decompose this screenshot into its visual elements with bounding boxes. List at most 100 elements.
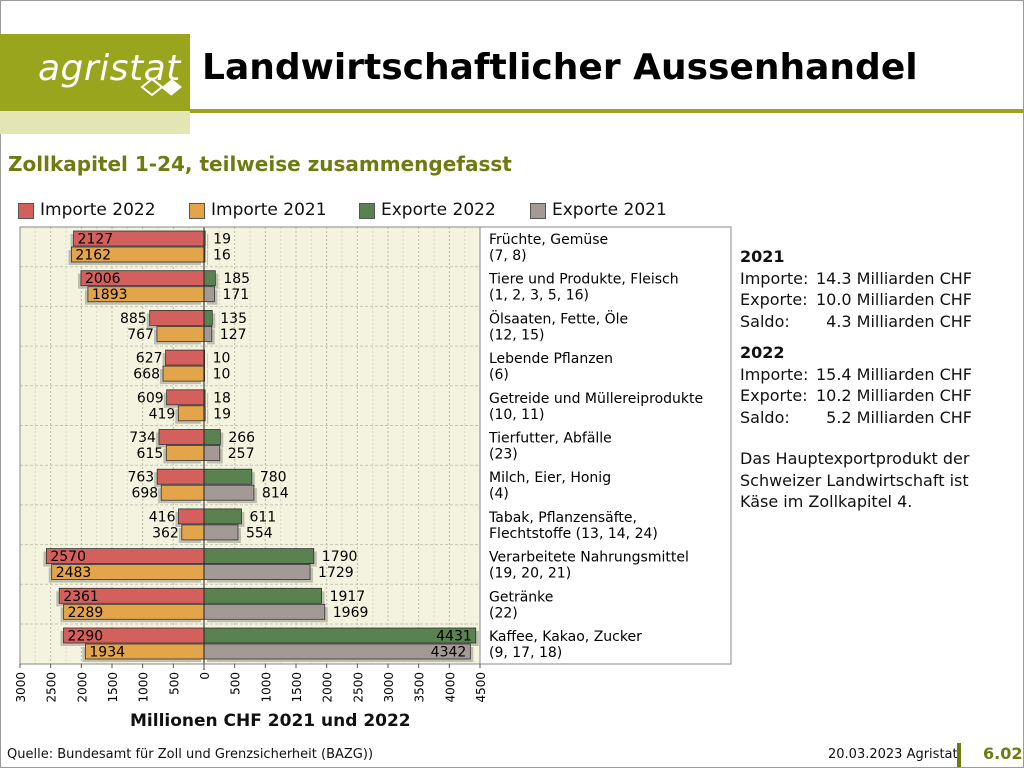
summary-value: 15.4 Milliarden CHF: [815, 364, 972, 384]
summary-row: Exporte: 10.0 Milliarden CHF: [740, 289, 972, 311]
bar-importe-2021: [165, 445, 205, 461]
summary-row: Importe: 15.4 Milliarden CHF: [740, 364, 972, 386]
legend-label: Importe 2021: [211, 200, 327, 220]
category-label: Tabak, Pflanzensäfte,: [488, 510, 637, 526]
bar-exporte-2022: [203, 587, 322, 604]
category-panel-border: [479, 226, 732, 665]
category-label: (1, 2, 3, 5, 16): [489, 288, 589, 304]
category-label: Früchte, Gemüse: [489, 232, 608, 248]
bar-exporte-2021: [203, 564, 311, 581]
data-label-import: 2006: [85, 271, 121, 287]
page-number-bar: [957, 743, 961, 767]
page-number: 6.02: [983, 744, 1023, 763]
bar-shadow: [207, 353, 208, 369]
bar-importe-2021: [160, 484, 205, 501]
category-label: Milch, Eier, Honig: [489, 470, 611, 486]
x-axis-label: Millionen CHF 2021 und 2022: [130, 711, 411, 731]
data-label-export: 19: [213, 406, 231, 422]
x-tick-label: 500: [229, 672, 243, 695]
date-text: 20.03.2023 Agristat: [828, 747, 958, 762]
note-text: Das Hauptexportprodukt der Schweizer Lan…: [740, 449, 970, 511]
bar-shadow: [207, 392, 209, 408]
bar-importe-2021: [177, 405, 205, 422]
legend-swatch: [530, 203, 546, 219]
data-label-import: 1934: [89, 645, 125, 661]
bar-importe-2022: [166, 389, 205, 406]
chart-subtitle: Zollkapitel 1-24, teilweise zusammengefa…: [8, 152, 512, 176]
summary-value: 4.3 Milliarden CHF: [826, 311, 972, 331]
summary-panel: 2021 Importe: 14.3 Milliarden CHF Exporte…: [740, 246, 972, 428]
data-label-import: 2290: [68, 629, 104, 645]
x-tick-label: 500: [167, 672, 181, 695]
data-label-export: 780: [260, 470, 287, 486]
agristat-logo-icon: [140, 77, 182, 97]
bar-exporte-2021: [203, 524, 239, 541]
bar-importe-2022: [178, 508, 205, 525]
legend-label: Exporte 2022: [381, 200, 496, 220]
legend-label: Exporte 2021: [552, 200, 667, 220]
bar-exporte-2022: [203, 548, 315, 565]
category-label: (19, 20, 21): [489, 566, 571, 582]
category-label: Lebende Pflanzen: [489, 351, 613, 367]
bar-exporte-2021: [203, 286, 215, 303]
bar-shadow: [207, 234, 209, 249]
summary-value: 10.0 Milliarden CHF: [815, 290, 972, 309]
legend-swatch: [189, 203, 205, 219]
data-label-import: 2127: [78, 232, 114, 248]
page-title: Landwirtschaftlicher Aussenhandel: [202, 47, 918, 88]
data-label-import: 2361: [63, 589, 99, 605]
data-label-export: 1969: [333, 605, 369, 621]
bar-shadow: [207, 408, 209, 424]
data-label-import: 767: [127, 327, 154, 343]
category-label: (23): [489, 447, 518, 463]
bar-importe-2022: [165, 349, 205, 366]
data-label-export: 185: [223, 271, 250, 287]
bar-importe-2021: [181, 524, 205, 541]
data-label-import: 2289: [68, 605, 104, 621]
summary-label: Saldo:: [740, 311, 790, 331]
category-label: Getränke: [489, 589, 553, 605]
header-divider: [190, 109, 1024, 113]
category-label: (9, 17, 18): [489, 645, 562, 661]
category-label: Tiere und Produkte, Fleisch: [488, 272, 679, 288]
data-label-import: 615: [137, 446, 164, 462]
data-label-export: 171: [222, 287, 249, 303]
summary-label: Importe:: [740, 364, 809, 384]
legend-label: Importe 2022: [40, 200, 156, 220]
category-label: (6): [489, 367, 509, 383]
bar-exporte-2022: [203, 508, 242, 525]
data-label-import: 2483: [56, 565, 92, 581]
data-label-import: 698: [131, 486, 158, 502]
category-label: (10, 11): [489, 407, 544, 423]
bar-shadow: [207, 369, 208, 385]
data-label-export: 10: [213, 351, 231, 367]
data-label-import: 419: [149, 406, 176, 422]
category-label: Ölsaaten, Fette, Öle: [489, 309, 628, 327]
summary-label: Exporte:: [740, 386, 808, 405]
data-label-export: 814: [262, 486, 289, 502]
x-tick-label: 1500: [106, 672, 120, 703]
summary-year-2021: 2021: [740, 247, 785, 266]
bar-importe-2021: [162, 365, 205, 382]
data-label-import: 734: [129, 430, 156, 446]
data-label-import: 668: [133, 367, 160, 383]
bar-exporte-2022: [203, 468, 253, 485]
data-label-export: 10: [213, 367, 231, 383]
source-text: Quelle: Bundesamt für Zoll und Grenzsich…: [7, 747, 374, 762]
data-label-export: 19: [213, 232, 231, 248]
category-label: Getreide und Müllereiprodukte: [489, 391, 703, 407]
bar-exporte-2021: [203, 603, 326, 620]
legend-swatch: [359, 203, 375, 219]
bar-importe-2022: [158, 429, 205, 445]
data-label-export: 4342: [431, 645, 467, 661]
data-label-export: 16: [213, 248, 231, 264]
logo-block: [0, 34, 190, 111]
summary-row: Importe: 14.3 Milliarden CHF: [740, 268, 972, 290]
x-tick-label: 3000: [382, 672, 396, 703]
data-label-export: 135: [220, 311, 247, 327]
bar-importe-2021: [156, 326, 205, 342]
category-label: (22): [489, 605, 518, 621]
data-label-import: 1893: [92, 287, 128, 303]
data-label-export: 611: [249, 509, 276, 525]
category-label: (7, 8): [489, 248, 527, 264]
